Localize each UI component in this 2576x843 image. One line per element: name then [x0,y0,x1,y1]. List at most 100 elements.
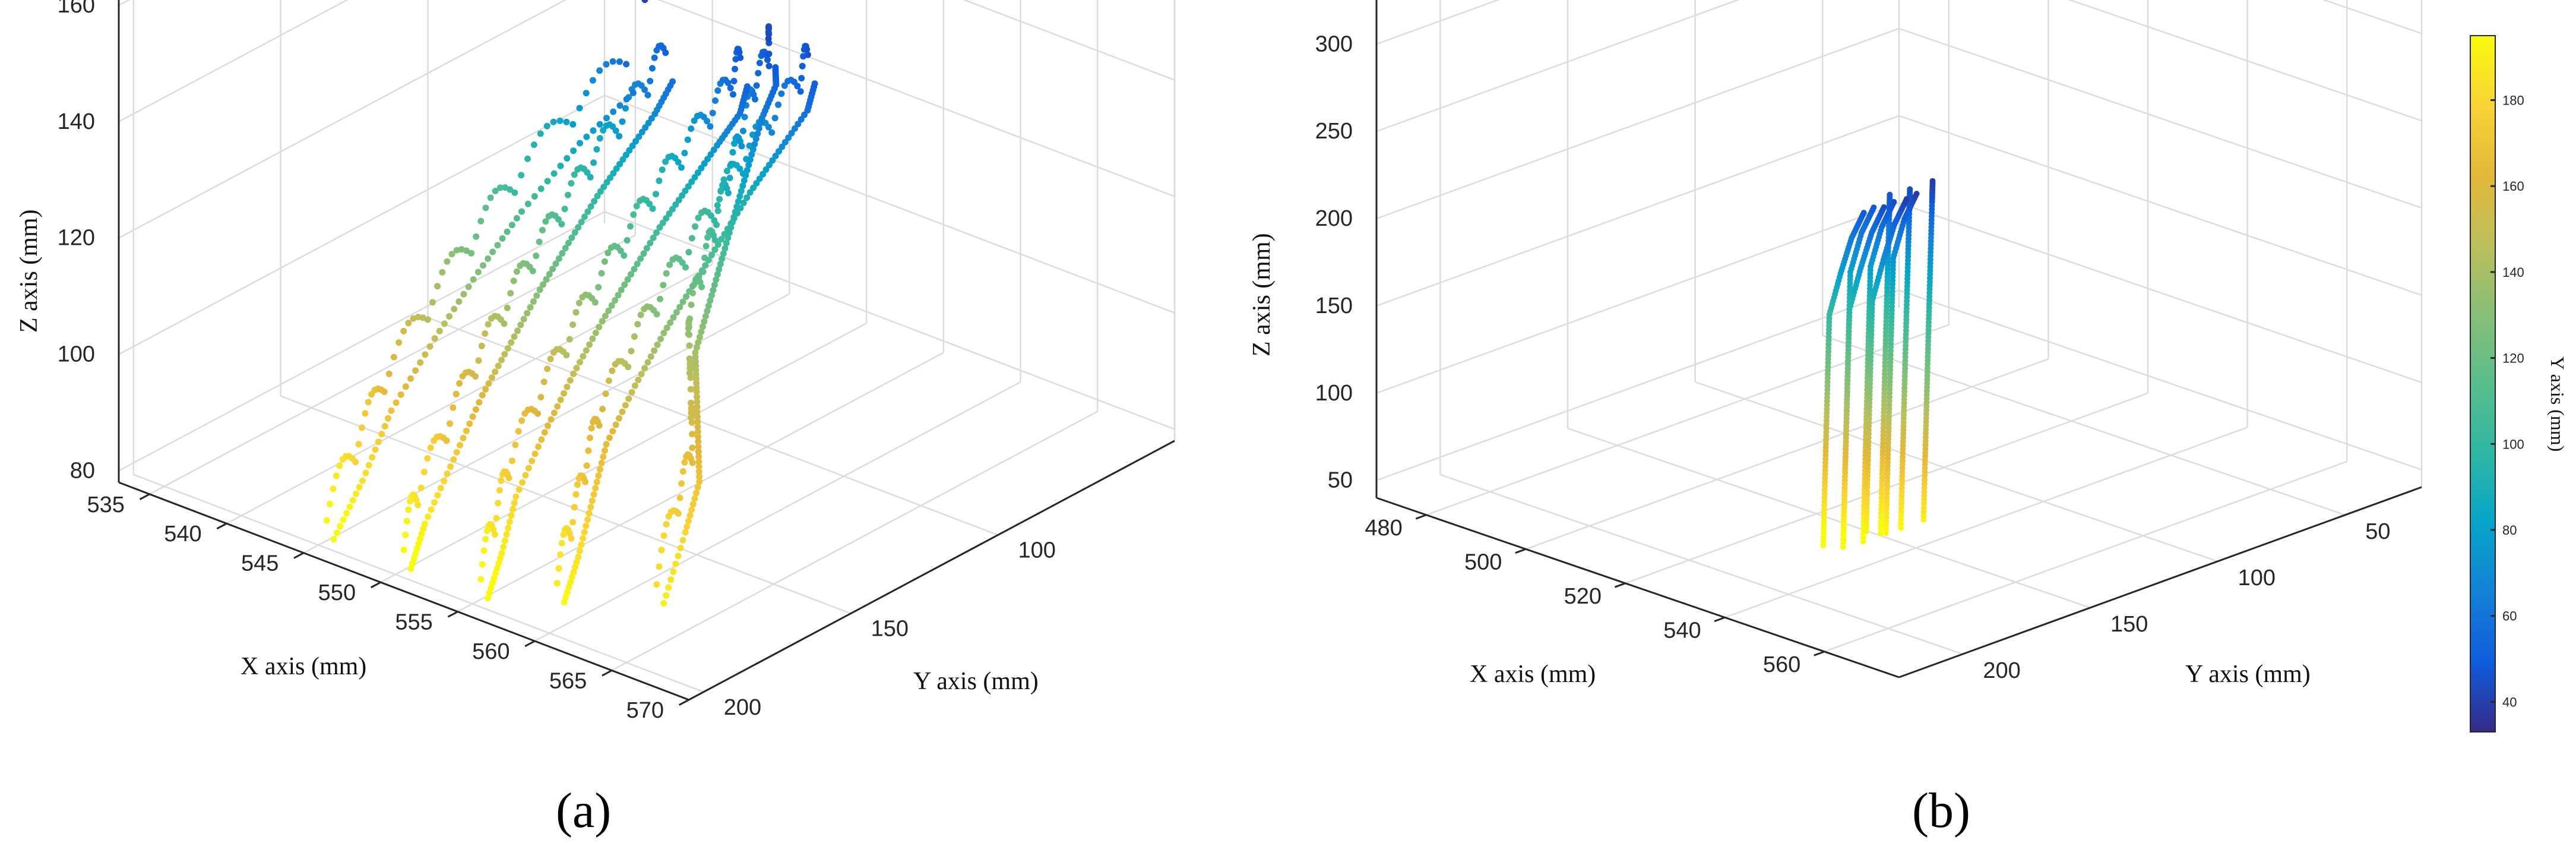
data-point [676,494,683,501]
data-point [771,115,779,122]
x-tick-label: 540 [164,522,201,547]
data-point [407,498,413,505]
data-point [576,359,583,366]
grid-line [2068,0,2422,122]
panel-b-axes [1375,0,2422,678]
y-tick-label: 50 [2365,519,2390,544]
x-tick-label: 550 [318,580,356,605]
y-axis-line [688,440,1175,701]
y-tick-label: 100 [1018,538,1056,563]
data-point [605,307,612,314]
data-point [524,155,531,162]
data-point [613,165,620,172]
data-point [716,266,723,273]
data-point [779,143,786,150]
data-point [683,293,689,300]
grid-line [1824,460,2347,653]
data-point [571,171,578,178]
data-point [531,450,539,457]
data-point [605,377,612,384]
data-point [580,535,587,542]
data-point [612,421,619,428]
data-point [470,276,477,283]
data-point [698,267,705,274]
data-point [623,96,630,103]
data-point [675,552,682,560]
grid-line [1898,27,2422,209]
data-point [621,281,628,288]
data-point [781,82,788,89]
data-point [559,250,566,257]
data-point [764,56,771,64]
data-point [349,497,356,504]
data-point [570,569,577,576]
data-point [663,324,670,331]
grid-line [380,323,867,583]
data-point [650,234,657,241]
data-point [547,355,554,362]
data-point [609,428,616,435]
data-point [736,192,743,200]
data-point [505,475,512,481]
data-point [628,348,635,355]
data-point [791,125,798,132]
data-point [716,195,723,203]
data-point [593,146,600,153]
data-point [778,90,785,97]
data-point [333,472,340,479]
data-point [638,371,645,378]
data-point [582,478,589,485]
data-point [504,345,511,352]
data-point [546,271,553,277]
data-point [1929,178,1936,184]
data-point [631,382,638,389]
data-point [578,219,585,226]
data-point [522,472,529,479]
x-tick-label: 545 [241,551,279,576]
data-point [679,536,686,544]
x-tick-mark [1515,548,1526,554]
grid-line [962,0,1175,81]
z-tick-label: 200 [1315,206,1353,231]
data-point [616,415,622,422]
data-point [675,510,682,517]
data-point [694,423,701,430]
data-point [711,246,719,253]
data-point [743,167,751,173]
data-point [587,504,594,510]
data-point [624,237,631,244]
data-point [742,172,749,179]
data-point [504,228,511,235]
data-point [630,211,637,218]
z-tick-label: 100 [1315,381,1353,406]
data-point [589,77,596,84]
data-point [688,399,694,406]
data-point [518,417,526,424]
x-tick-mark [602,670,612,677]
data-point [749,146,757,153]
data-point [603,61,610,68]
panel-a-points [323,0,818,607]
data-point [745,162,752,169]
data-point [681,459,688,466]
data-point [577,140,583,147]
panel-a-caption: (a) [556,783,611,838]
data-point [765,29,772,36]
data-point [694,484,701,491]
data-point [403,517,410,525]
data-point [590,127,597,134]
data-point [414,314,422,321]
data-point [533,292,540,299]
data-point [455,298,463,305]
data-point [694,169,701,176]
data-point [694,408,701,415]
grid-line [1898,115,2422,296]
data-point [594,192,601,200]
data-point [405,506,412,513]
data-point [482,536,489,542]
data-point [473,406,479,413]
colorbar-ticks: 40 60 80 100 120 140 160 180 [2490,93,2524,709]
data-point [531,193,538,200]
data-point [801,111,808,118]
data-point [730,91,736,98]
